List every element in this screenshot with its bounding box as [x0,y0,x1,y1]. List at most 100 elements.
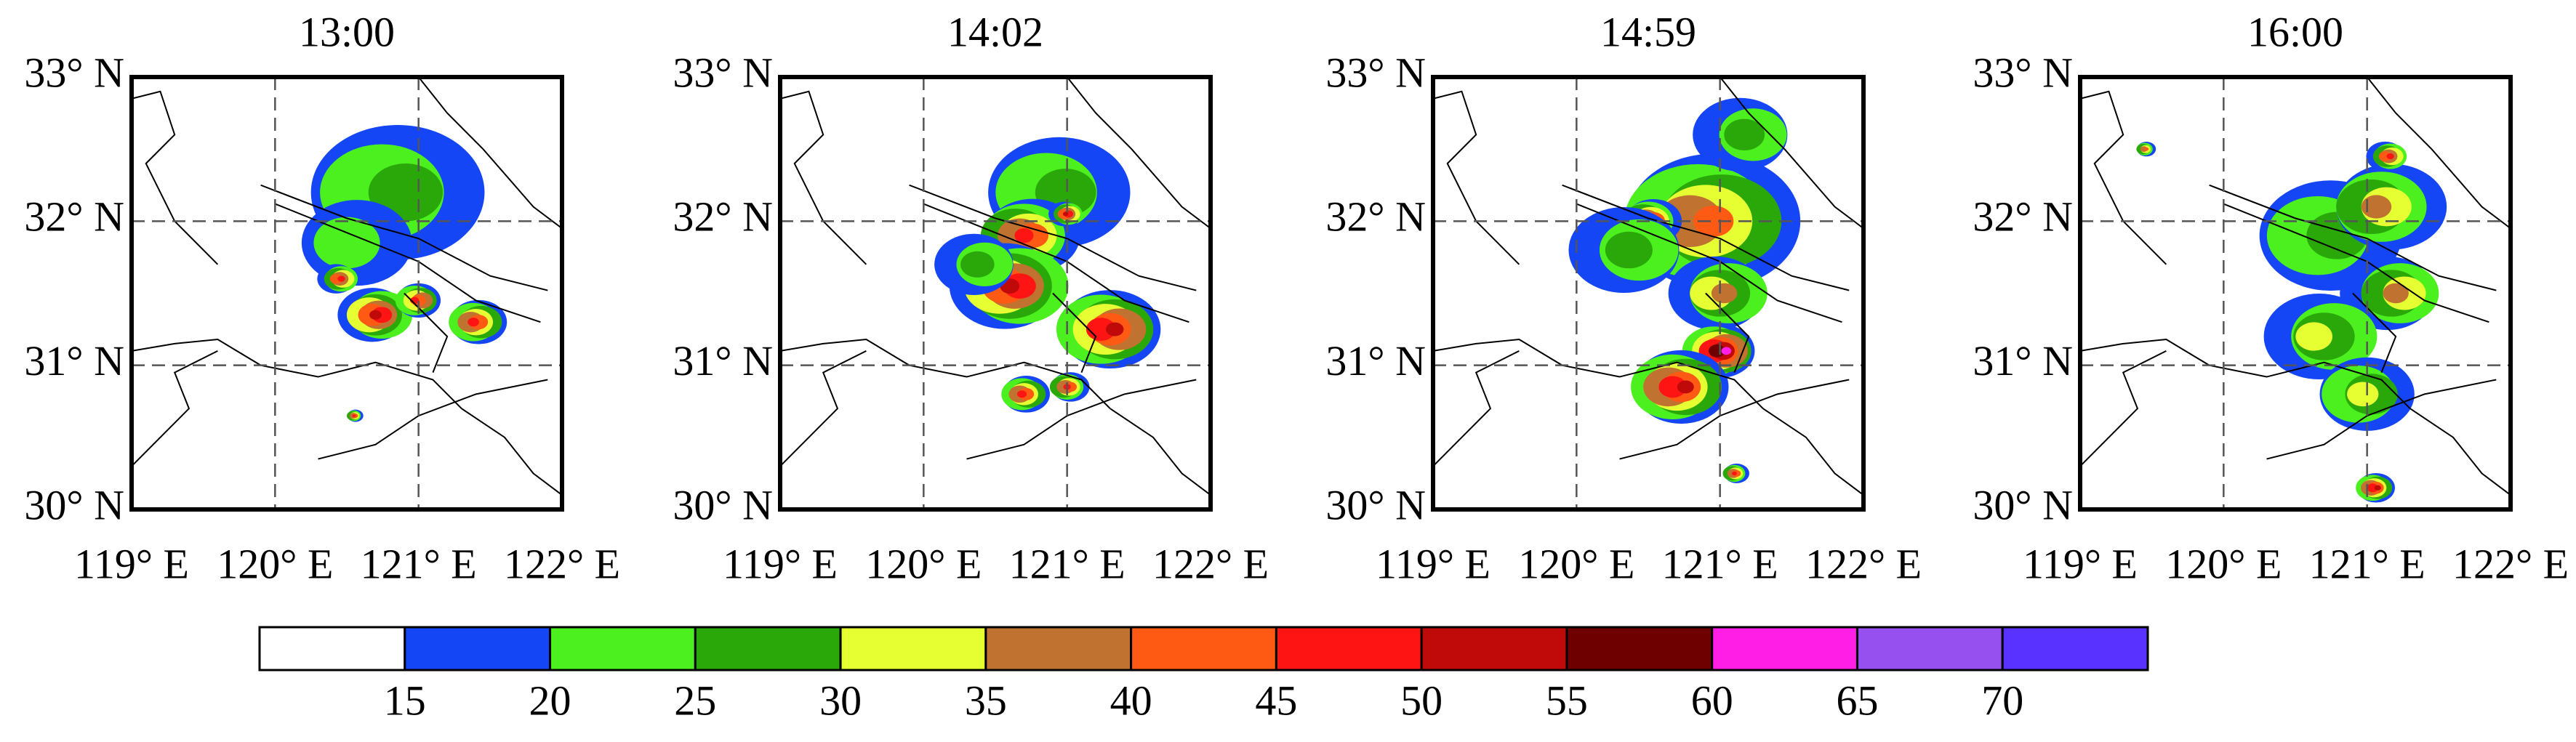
radar-echo [2144,147,2149,151]
y-tick-label: 30° N [673,481,773,528]
colorbar-box [2001,626,2149,672]
radar-echo [369,310,382,320]
boundary-line [1066,77,1211,230]
boundary-line [966,379,1197,460]
boundary-line [1562,184,1850,291]
colorbar-label: 45 [1255,677,1297,724]
colorbar-box [1275,626,1423,672]
boundary-line [2410,408,2511,496]
y-tick-label: 30° N [1973,481,2073,528]
y-tick-label: 33° N [1325,49,1426,96]
map-area [2080,77,2511,503]
boundary-line [417,77,562,230]
colorbar-box [839,626,987,672]
colorbar-label: 20 [529,677,571,724]
map-area [132,77,562,496]
radar-echo [2383,283,2409,304]
boundary-line [2080,338,2411,409]
x-tick-label: 119° E [2023,540,2138,587]
radar-echo [337,275,345,282]
radar-echo [1721,347,1732,355]
boundary-line [318,379,548,460]
radar-echo [1105,322,1124,336]
colorbar-label: 70 [1981,677,2023,724]
panel-title: 14:02 [947,8,1043,55]
panel-title: 14:59 [1600,8,1696,55]
boundary-line [2080,350,2167,467]
colorbar-box [404,626,552,672]
radar-echo [1731,471,1737,476]
y-tick-label: 31° N [1325,337,1426,384]
radar-echo [2295,322,2332,351]
x-tick-label: 122° E [504,540,620,587]
y-tick-label: 32° N [1325,193,1426,241]
boundary-line [1110,408,1211,496]
colorbar-box [1420,626,1568,672]
boundary-line [132,350,218,467]
x-tick-label: 121° E [1662,540,1778,587]
x-tick-label: 120° E [1518,540,1634,587]
boundary-line [1433,350,1520,467]
colorbar-box [984,626,1133,672]
boundary-line [260,184,548,291]
panel-title: 16:00 [2247,8,2343,55]
boundary-line [780,350,867,467]
y-tick-label: 30° N [24,481,124,528]
radar-echo [960,251,995,278]
radar-echo [1062,211,1069,217]
axes-frame [1431,75,1866,512]
colorbar-box [549,626,697,672]
radar-echo [1016,390,1027,398]
boundary-line [1433,90,1520,265]
x-tick-label: 120° E [2165,540,2282,587]
boundary-line [1719,77,1863,230]
x-tick-label: 122° E [1152,540,1269,587]
colorbar-label: 25 [674,677,716,724]
colorbar-label: 15 [384,677,426,724]
boundary-line [461,408,562,496]
y-tick-label: 32° N [1973,193,2073,241]
boundary-line [780,338,1111,409]
radar-echo [2386,153,2394,160]
boundary-line [2209,184,2497,291]
colorbar-label: 30 [819,677,862,724]
radar-echo [352,414,356,417]
colorbar-label: 40 [1110,677,1152,724]
colorbar-box [1711,626,1858,672]
colorbar-label: 50 [1400,677,1443,724]
colorbar-box [1130,626,1277,672]
colorbar-box [1565,626,1714,672]
y-tick-label: 31° N [673,337,773,384]
y-tick-label: 33° N [673,49,773,96]
boundary-line [780,90,867,265]
map-area [1433,77,1863,496]
boundary-line [1762,408,1863,496]
boundary-line [909,184,1197,291]
boundary-line [132,338,462,409]
radar-echo [1711,283,1738,304]
radar-echo [2374,485,2381,491]
colorbar-box [1855,626,2004,672]
radar-echo [2361,195,2392,219]
colorbar-box [258,626,406,672]
radar-echo [1605,231,1653,269]
x-tick-label: 119° E [723,540,838,587]
boundary-line [1619,379,1850,460]
radar-echo [468,318,479,327]
radar-echo [2347,382,2379,407]
axes-frame [129,75,564,512]
radar-echo [1658,376,1687,398]
colorbar-box [694,626,842,672]
boundary-line [2266,379,2497,460]
y-tick-label: 31° N [1973,337,2073,384]
radar-echo [368,163,444,222]
x-tick-label: 119° E [1376,540,1490,587]
x-tick-label: 121° E [361,540,477,587]
colorbar-label: 55 [1546,677,1588,724]
radar-echo [2367,483,2378,493]
boundary-line [2080,90,2167,265]
x-tick-label: 122° E [1805,540,1922,587]
y-tick-label: 32° N [673,193,773,241]
radar-echo [1693,205,1734,237]
